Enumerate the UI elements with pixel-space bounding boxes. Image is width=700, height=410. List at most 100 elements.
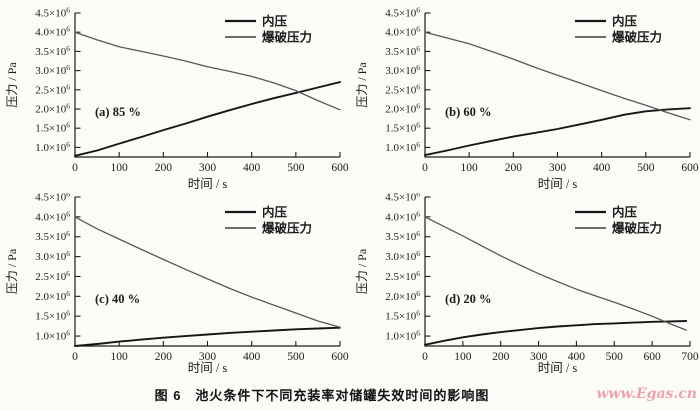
y-tick-label: 1.0×106 bbox=[385, 140, 420, 154]
chart-panel-d: 1.0×106 1.5×106 2.0×106 2.5×106 3.0×106 3.5×1… bbox=[350, 193, 700, 375]
x-tick-label: 600 bbox=[644, 351, 662, 363]
chart-canvas-b: 1.0×106 1.5×106 2.0×106 2.5×106 3.0×106 3.5×1… bbox=[355, 6, 699, 192]
x-tick-label: 500 bbox=[287, 162, 305, 174]
y-tick-label: 2.5×106 bbox=[35, 269, 70, 283]
x-tick-label: 100 bbox=[111, 162, 129, 174]
series-line-0 bbox=[424, 107, 691, 157]
legend-label-0: 内压 bbox=[612, 205, 638, 220]
x-tick-label: 200 bbox=[155, 351, 173, 363]
watermark-link[interactable]: www.Egas.cn bbox=[596, 386, 697, 402]
y-tick-label: 4.0×106 bbox=[35, 25, 70, 39]
x-axis-title: 时间 / s bbox=[538, 361, 578, 375]
x-axis-title: 时间 / s bbox=[188, 361, 228, 375]
x-tick-label: 100 bbox=[454, 351, 472, 363]
y-tick-label: 2.0×106 bbox=[35, 289, 70, 303]
y-tick-label: 1.5×106 bbox=[35, 309, 70, 323]
y-tick-label: 3.0×106 bbox=[385, 63, 420, 77]
x-axis-ticks: 0 100 200 300 400 500 600 bbox=[72, 341, 349, 363]
legend-label-1: 爆破压力 bbox=[262, 30, 312, 45]
x-tick-label: 0 bbox=[422, 162, 428, 174]
y-tick-label: 4.5×106 bbox=[385, 6, 420, 20]
x-tick-label: 500 bbox=[287, 351, 305, 363]
x-tick-label: 600 bbox=[681, 162, 699, 174]
y-axis-ticks: 1.0×106 1.5×106 2.0×106 2.5×106 3.0×106 3.5×1… bbox=[35, 6, 81, 154]
y-axis-title: 压力 / Pa bbox=[5, 248, 19, 294]
chart-panel-b: 1.0×106 1.5×106 2.0×106 2.5×106 3.0×106 3.5×1… bbox=[350, 0, 700, 193]
y-tick-label: 1.0×106 bbox=[385, 329, 420, 343]
y-tick-label: 2.5×106 bbox=[35, 82, 70, 96]
chart-canvas-d: 1.0×106 1.5×106 2.0×106 2.5×106 3.0×106 3.5×1… bbox=[355, 193, 699, 375]
y-tick-label: 3.5×106 bbox=[35, 44, 70, 58]
y-tick-label: 4.5×106 bbox=[385, 193, 420, 204]
x-tick-label: 400 bbox=[593, 162, 611, 174]
x-axis-ticks: 0 100 200 300 400 500 600 bbox=[72, 152, 349, 174]
series-line-1 bbox=[424, 31, 691, 121]
legend-label-1: 爆破压力 bbox=[612, 221, 662, 236]
x-tick-label: 200 bbox=[492, 351, 510, 363]
legend-label-0: 内压 bbox=[612, 14, 638, 29]
x-tick-label: 100 bbox=[461, 162, 479, 174]
y-tick-label: 3.0×106 bbox=[35, 249, 70, 263]
y-tick-label: 2.0×106 bbox=[35, 102, 70, 116]
x-tick-label: 400 bbox=[243, 351, 261, 363]
series-line-0 bbox=[74, 81, 341, 157]
axis-lines bbox=[424, 197, 690, 347]
y-axis-ticks: 1.0×106 1.5×106 2.0×106 2.5×106 3.0×106 3.5×1… bbox=[385, 193, 431, 343]
chart-panel-c: 1.0×106 1.5×106 2.0×106 2.5×106 3.0×106 3.5×1… bbox=[0, 193, 350, 375]
x-axis-ticks: 0 100 200 300 400 500 600 bbox=[422, 152, 699, 174]
legend-label-0: 内压 bbox=[262, 14, 288, 29]
y-axis-title: 压力 / Pa bbox=[355, 62, 369, 108]
chart-canvas-a: 1.0×106 1.5×106 2.0×106 2.5×106 3.0×106 3.5×1… bbox=[5, 6, 349, 192]
y-tick-label: 4.0×106 bbox=[385, 209, 420, 223]
legend-label-0: 内压 bbox=[262, 205, 288, 220]
y-tick-label: 1.0×106 bbox=[35, 329, 70, 343]
legend-label-1: 爆破压力 bbox=[262, 221, 312, 236]
y-tick-label: 3.0×106 bbox=[385, 249, 420, 263]
y-tick-label: 2.0×106 bbox=[385, 102, 420, 116]
series-line-1 bbox=[74, 216, 341, 328]
panel-label: (c) 40 % bbox=[95, 292, 140, 306]
axis-lines bbox=[74, 197, 340, 347]
legend-label-1: 爆破压力 bbox=[612, 30, 662, 45]
y-tick-label: 3.5×106 bbox=[385, 44, 420, 58]
x-tick-label: 200 bbox=[505, 162, 523, 174]
chart-canvas-c: 1.0×106 1.5×106 2.0×106 2.5×106 3.0×106 3.5×1… bbox=[5, 193, 349, 375]
series-line-1 bbox=[74, 31, 341, 111]
figure-caption: 图 6 池火条件下不同充装率对储罐失效时间的影响图 bbox=[154, 388, 490, 403]
y-axis-title: 压力 / Pa bbox=[355, 248, 369, 294]
y-tick-label: 4.0×106 bbox=[385, 25, 420, 39]
x-tick-label: 300 bbox=[199, 162, 217, 174]
x-tick-label: 500 bbox=[637, 162, 655, 174]
panel-label: (a) 85 % bbox=[95, 105, 141, 119]
x-tick-label: 600 bbox=[331, 351, 349, 363]
y-tick-label: 1.5×106 bbox=[385, 121, 420, 135]
y-axis-title: 压力 / Pa bbox=[5, 62, 19, 108]
y-tick-label: 1.5×106 bbox=[35, 121, 70, 135]
x-tick-label: 300 bbox=[199, 351, 217, 363]
y-tick-label: 3.5×106 bbox=[385, 229, 420, 243]
y-tick-label: 3.0×106 bbox=[35, 63, 70, 77]
y-axis-ticks: 1.0×106 1.5×106 2.0×106 2.5×106 3.0×106 3.5×1… bbox=[385, 6, 431, 154]
x-tick-label: 700 bbox=[681, 351, 699, 363]
y-tick-label: 4.5×106 bbox=[35, 193, 70, 204]
series-line-1 bbox=[424, 216, 687, 331]
x-tick-label: 0 bbox=[422, 351, 428, 363]
y-tick-label: 2.5×106 bbox=[385, 269, 420, 283]
x-tick-label: 400 bbox=[568, 351, 586, 363]
x-tick-label: 0 bbox=[72, 351, 78, 363]
x-tick-label: 500 bbox=[606, 351, 624, 363]
y-tick-label: 3.5×106 bbox=[35, 229, 70, 243]
x-tick-label: 0 bbox=[72, 162, 78, 174]
panel-label: (b) 60 % bbox=[445, 105, 492, 119]
y-tick-label: 1.0×106 bbox=[35, 140, 70, 154]
x-tick-label: 300 bbox=[530, 351, 548, 363]
x-tick-label: 400 bbox=[243, 162, 261, 174]
x-axis-title: 时间 / s bbox=[538, 177, 578, 191]
y-tick-label: 2.5×106 bbox=[385, 82, 420, 96]
x-tick-label: 200 bbox=[155, 162, 173, 174]
